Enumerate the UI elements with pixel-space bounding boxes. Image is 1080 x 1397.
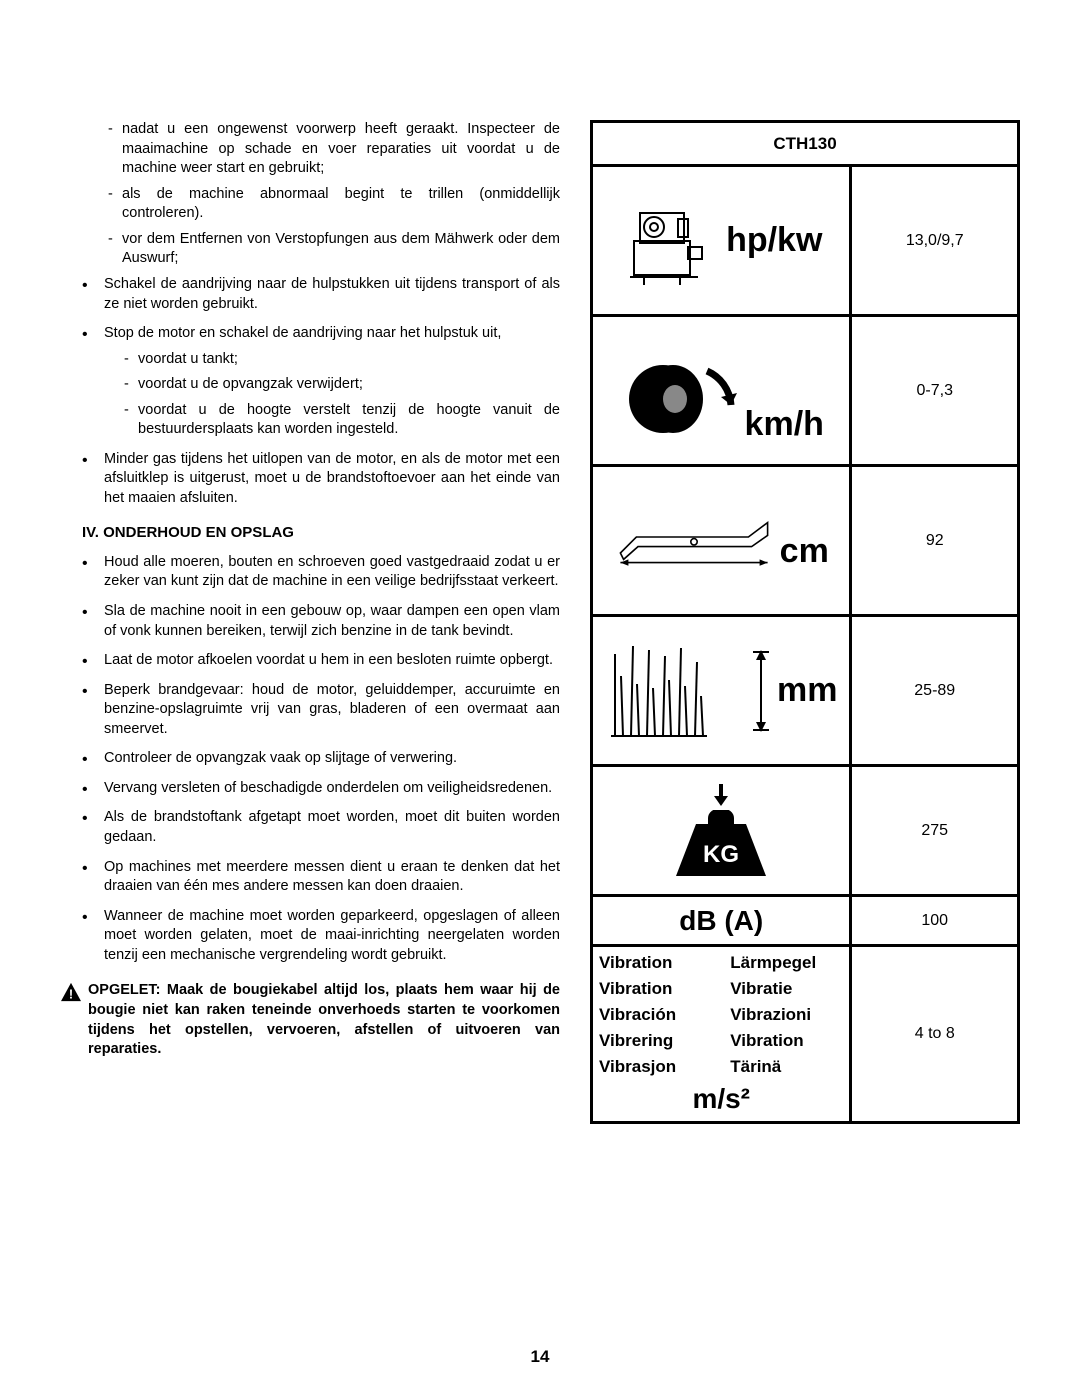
- vib-label: Vibration: [599, 979, 712, 999]
- sub-item: voordat u de opvangzak verwijdert;: [124, 375, 560, 395]
- height-arrow-icon: [751, 646, 771, 736]
- engine-icon: [620, 191, 720, 291]
- value-cm: 92: [851, 466, 1019, 616]
- list-item: Vervang versleten of beschadigde onderde…: [82, 779, 560, 799]
- unit-mm: mm: [777, 671, 837, 710]
- list-item-text: Stop de motor en schakel de aandrijving …: [104, 325, 501, 341]
- warning-block: ! OPGELET: Maak de bougiekabel altijd lo…: [60, 981, 560, 1059]
- value-hpkw: 13,0/9,7: [851, 166, 1019, 316]
- engine-icon-cell: hp/kw: [592, 166, 851, 316]
- table-row: mm 25-89: [592, 616, 1019, 766]
- wheel-icon: [619, 341, 739, 441]
- sub-item: voordat u tankt;: [124, 350, 560, 370]
- warning-icon: !: [60, 982, 82, 1002]
- vib-label: Vibrering: [599, 1031, 712, 1051]
- table-row: Vibration Lärmpegel Vibration Vibratie V…: [592, 946, 1019, 1123]
- vib-label: Vibration: [730, 1031, 843, 1051]
- list-item: Sla de machine nooit in een gebouw op, w…: [82, 602, 560, 641]
- vib-label: Vibrasjon: [599, 1057, 712, 1077]
- cut-height-icon-cell: mm: [592, 616, 851, 766]
- page-number: 14: [0, 1347, 1080, 1367]
- spec-table: CTH130: [590, 120, 1020, 1124]
- vibration-labels: Vibration Lärmpegel Vibration Vibratie V…: [599, 953, 843, 1077]
- vibration-cell: Vibration Lärmpegel Vibration Vibratie V…: [592, 946, 851, 1123]
- unit-ms2: m/s²: [599, 1083, 843, 1115]
- list-item: Laat de motor afkoelen voordat u hem in …: [82, 651, 560, 671]
- sub-item: als de machine abnormaal begint te trill…: [108, 185, 560, 224]
- list-item: Stop de motor en schakel de aandrijving …: [82, 324, 560, 440]
- unit-kg: KG: [703, 841, 739, 868]
- list-item: Houd alle moeren, bouten en schroeven go…: [82, 553, 560, 592]
- list-item: Wanneer de machine moet worden geparkeer…: [82, 907, 560, 966]
- weight-icon: KG: [666, 810, 776, 880]
- sub-item: voordat u de hoogte verstelt tenzij de h…: [124, 401, 560, 440]
- maint-list: Houd alle moeren, bouten en schroeven go…: [60, 553, 560, 966]
- svg-text:!: !: [69, 987, 73, 1002]
- weight-icon-cell: KG: [592, 766, 851, 896]
- vib-label: Lärmpegel: [730, 953, 843, 973]
- grass-icon: [605, 636, 745, 746]
- db-label: dB (A): [592, 896, 851, 946]
- table-row: hp/kw 13,0/9,7: [592, 166, 1019, 316]
- value-db: 100: [851, 896, 1019, 946]
- value-vibration: 4 to 8: [851, 946, 1019, 1123]
- table-row: KG 275: [592, 766, 1019, 896]
- value-mm: 25-89: [851, 616, 1019, 766]
- sub-item: nadat u een ongewenst voorwerp heeft ger…: [108, 120, 560, 179]
- down-arrow-icon: [708, 782, 734, 808]
- section-heading: IV. ONDERHOUD EN OPSLAG: [82, 523, 560, 543]
- list-item: Schakel de aandrijving naar de hulpstukk…: [82, 275, 560, 314]
- speed-icon-cell: km/h: [592, 316, 851, 466]
- blade-icon: [614, 511, 774, 571]
- value-kmh: 0-7,3: [851, 316, 1019, 466]
- sub-item: vor dem Entfernen von Verstopfungen aus …: [108, 230, 560, 269]
- vib-label: Vibrazioni: [730, 1005, 843, 1025]
- list-item: Op machines met meerdere messen dient u …: [82, 858, 560, 897]
- vib-label: Vibratie: [730, 979, 843, 999]
- spec-table-wrap: CTH130: [590, 120, 1020, 1124]
- unit-kmh: km/h: [745, 405, 824, 444]
- main-list-1: Schakel de aandrijving naar de hulpstukk…: [60, 275, 560, 509]
- list-item: Beperk brandgevaar: houd de motor, gelui…: [82, 681, 560, 740]
- unit-hpkw: hp/kw: [726, 221, 822, 260]
- blade-icon-cell: cm: [592, 466, 851, 616]
- list-item: Controleer de opvangzak vaak op slijtage…: [82, 749, 560, 769]
- vib-label: Tärinä: [730, 1057, 843, 1077]
- list-item: Minder gas tijdens het uitlopen van de m…: [82, 450, 560, 509]
- warning-text: OPGELET: Maak de bougiekabel altijd los,…: [88, 981, 560, 1059]
- sublist-2: voordat u tankt; voordat u de opvangzak …: [104, 350, 560, 440]
- spec-header: CTH130: [592, 122, 1019, 166]
- table-row: cm 92: [592, 466, 1019, 616]
- text-column: nadat u een ongewenst voorwerp heeft ger…: [60, 120, 560, 1060]
- unit-cm: cm: [780, 532, 829, 571]
- value-kg: 275: [851, 766, 1019, 896]
- list-item: Als de brandstoftank afgetapt moet worde…: [82, 808, 560, 847]
- table-row: km/h 0-7,3: [592, 316, 1019, 466]
- sublist-1: nadat u een ongewenst voorwerp heeft ger…: [60, 120, 560, 269]
- vib-label: Vibration: [599, 953, 712, 973]
- table-row: dB (A) 100: [592, 896, 1019, 946]
- vib-label: Vibración: [599, 1005, 712, 1025]
